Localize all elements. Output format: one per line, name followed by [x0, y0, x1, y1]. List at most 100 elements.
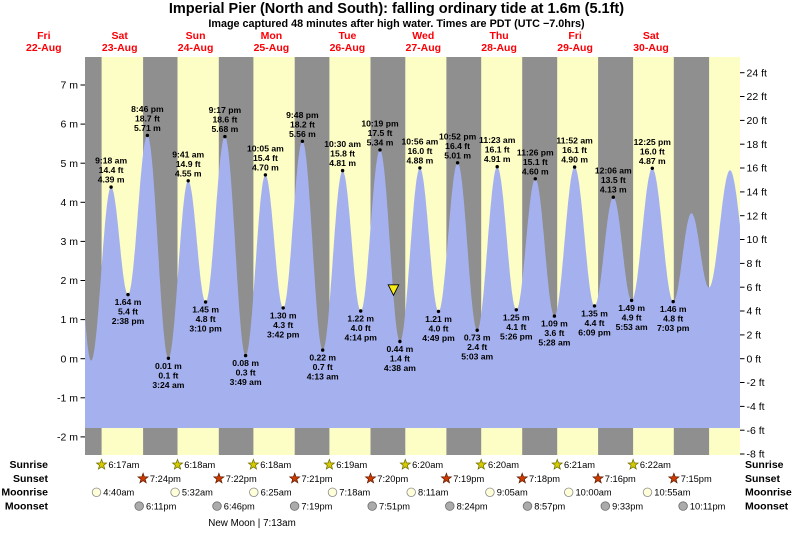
low-tide-annotation: 3:49 am — [230, 377, 262, 387]
high-tide-annotation: 9:41 am — [172, 149, 204, 159]
moonset-time: 8:57pm — [534, 501, 565, 511]
low-tide-annotation: 5.4 ft — [118, 307, 138, 317]
high-tide-annotation: 10:52 pm — [439, 131, 477, 141]
tide-curve — [85, 135, 740, 428]
sunset-time: 7:21pm — [302, 474, 333, 484]
tide-point — [145, 133, 150, 138]
high-tide-annotation: 4.90 m — [561, 155, 588, 165]
low-tide-annotation: 4:13 am — [307, 372, 339, 382]
y-axis-label-m: 1 m — [60, 314, 78, 326]
date-label: 26-Aug — [330, 42, 366, 54]
sunset-star-icon — [137, 472, 150, 484]
sunrise-time: 6:21am — [564, 460, 595, 470]
tide-point — [533, 177, 537, 181]
high-tide-annotation: 15.8 ft — [330, 149, 355, 159]
sunset-time: 7:19pm — [453, 474, 484, 484]
day-of-week-label: Tue — [338, 30, 356, 42]
high-tide-annotation: 4.91 m — [484, 154, 511, 164]
almanac-row-label-left: Sunrise — [9, 459, 48, 471]
y-axis-label-ft: 10 ft — [747, 234, 768, 246]
high-tide-annotation: 4.81 m — [329, 158, 356, 168]
almanac-row-label-left: Moonset — [5, 500, 49, 512]
high-tide-annotation: 18.6 ft — [212, 115, 237, 125]
y-axis-label-ft: 18 ft — [747, 139, 768, 151]
high-tide-annotation: 4.55 m — [175, 168, 202, 178]
high-tide-annotation: 16.1 ft — [485, 145, 510, 155]
low-tide-annotation: 4:14 pm — [344, 333, 377, 343]
y-axis-left: 7 m 6 m 5 m 4 m 3 m 2 m 1 m 0 m -1 m -2 m — [57, 80, 85, 444]
moon-phase-label: New Moon | 7:13am — [208, 518, 296, 529]
date-label: 29-Aug — [557, 42, 593, 54]
day-labels: Fri22-AugSat23-AugSun24-AugMon25-AugTue2… — [26, 30, 669, 54]
tide-point — [359, 309, 363, 313]
moonrise-time: 5:32am — [182, 488, 213, 498]
low-tide-annotation: 4:38 am — [384, 363, 416, 373]
tide-point — [223, 134, 227, 139]
sunrise-star-icon — [95, 458, 108, 470]
tide-point — [109, 185, 113, 189]
almanac-row-label-right: Sunset — [745, 473, 781, 485]
high-tide-annotation: 4.88 m — [407, 155, 434, 165]
moonset-circle-icon — [600, 501, 611, 511]
high-tide-annotation: 18.7 ft — [135, 113, 160, 123]
current-tide-marker-icon — [387, 284, 400, 297]
tide-point — [671, 299, 675, 304]
page-subtitle: Image captured 48 minutes after high wat… — [208, 18, 585, 30]
moonrise-circle-icon — [485, 487, 495, 498]
sunset-star-icon — [364, 472, 377, 484]
low-tide-annotation: 0.01 m — [155, 361, 182, 371]
date-label: 23-Aug — [102, 42, 138, 54]
sunrise-time: 6:17am — [108, 460, 139, 470]
y-axis-label-ft: 2 ft — [747, 330, 762, 342]
date-label: 27-Aug — [406, 42, 442, 54]
moonrise-time: 8:11am — [418, 488, 449, 498]
low-tide-annotation: 1.22 m — [347, 314, 374, 324]
tide-point — [552, 314, 557, 318]
low-tide-annotation: 1.45 m — [192, 305, 219, 315]
tide-point — [321, 348, 325, 352]
high-tide-annotation: 15.4 ft — [253, 153, 278, 163]
tide-area — [85, 135, 740, 428]
tide-point — [263, 173, 268, 177]
tide-point — [436, 309, 441, 314]
moonrise-time: 9:05am — [497, 488, 528, 498]
high-tide-annotation: 18.2 ft — [290, 119, 315, 129]
low-tide-annotation: 4.9 ft — [622, 312, 642, 322]
moonrise-time: 7:18am — [339, 488, 370, 498]
low-tide-annotation: 0.22 m — [309, 353, 336, 363]
moonset-time: 7:51pm — [379, 501, 410, 511]
high-tide-annotation: 11:23 am — [479, 135, 516, 145]
tide-point — [629, 298, 634, 303]
high-tide-annotation: 15.1 ft — [523, 157, 548, 167]
sunset-time: 7:24pm — [150, 474, 181, 484]
low-tide-annotation: 1.64 m — [115, 297, 142, 307]
high-tide-annotation: 8:46 pm — [131, 104, 164, 114]
high-tide-annotation: 4.70 m — [252, 162, 279, 172]
tide-point — [592, 304, 597, 308]
high-tide-annotation: 5.68 m — [212, 124, 239, 134]
moonrise-circle-icon — [564, 487, 574, 498]
high-tide-annotation: 16.0 ft — [640, 146, 665, 156]
day-of-week-label: Sat — [112, 30, 129, 42]
low-tide-annotation: 3:10 pm — [189, 324, 222, 334]
moonrise-circle-icon — [91, 487, 102, 498]
sunset-star-icon — [516, 472, 529, 484]
tide-point — [203, 300, 208, 304]
moonset-circle-icon — [678, 501, 688, 511]
moonset-time: 8:24pm — [457, 501, 488, 511]
low-tide-annotation: 6:09 pm — [578, 327, 611, 337]
high-tide-annotation: 14.4 ft — [99, 165, 124, 175]
high-tide-annotation: 17.5 ft — [368, 128, 393, 138]
y-axis-label-ft: -2 ft — [747, 377, 765, 389]
y-axis-label-ft: 14 ft — [747, 187, 768, 199]
y-axis-label-ft: 0 ft — [747, 353, 762, 365]
moonset-time: 9:33pm — [612, 501, 643, 511]
date-label: 30-Aug — [633, 42, 669, 54]
y-axis-label-ft: 4 ft — [747, 306, 762, 318]
y-axis-label-m: 3 m — [60, 236, 78, 248]
day-of-week-label: Thu — [489, 30, 508, 42]
sunrise-time: 6:18am — [184, 460, 215, 470]
sunset-star-icon — [288, 472, 301, 484]
y-axis-label-ft: -6 ft — [747, 425, 765, 437]
